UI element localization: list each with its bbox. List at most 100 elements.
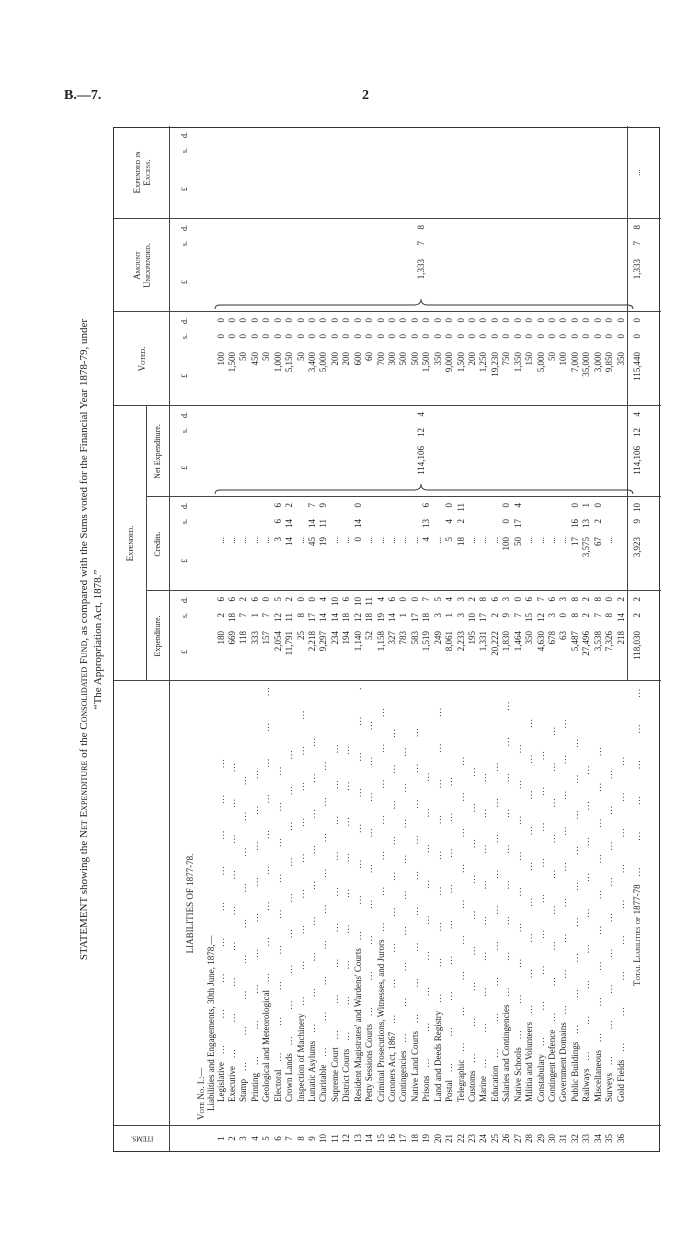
item-label: Criminal Prosecutions, Witnesses, and Ju… bbox=[375, 939, 386, 1102]
header-amount-unexpended: Amount Unexpended. bbox=[131, 243, 152, 288]
item-number: 36 bbox=[615, 1134, 626, 1143]
voted-value-pence: 0 bbox=[512, 318, 523, 323]
voted-value-pence: 0 bbox=[581, 318, 592, 323]
expenditure-value-pence: 0 bbox=[512, 597, 523, 602]
currency-units: £ s. d. bbox=[180, 312, 191, 406]
unit-pence: d. bbox=[180, 318, 189, 324]
voted-value-pence: 0 bbox=[272, 318, 283, 323]
table-row: 24 Marine 1,331 17 8... 1,250 0 0 bbox=[478, 126, 489, 1151]
dot-leader bbox=[490, 686, 501, 1066]
expenditure-value: 2,054 12 5 bbox=[273, 591, 284, 681]
item-number: 8 bbox=[295, 1136, 306, 1141]
item-number: 16 bbox=[386, 1134, 397, 1143]
expenditure-value-shillings: 11 bbox=[284, 613, 295, 622]
item-label: Petty Sessions Courts bbox=[364, 1023, 375, 1102]
credits-value-pence: 0 bbox=[592, 503, 603, 508]
expenditure-value-pence: 6 bbox=[489, 597, 500, 602]
statement-table: ITEMS. Expended. Expenditure. Credits. N… bbox=[113, 126, 661, 1152]
item-number: 10 bbox=[318, 1134, 329, 1143]
expenditure-value-pounds: 2,233 bbox=[455, 631, 466, 652]
credits-value-shillings bbox=[410, 519, 421, 537]
table-row: 10 Charitable 9,297 14 4 19 11 9 5,000 0 0 bbox=[318, 126, 329, 1151]
item-number: 28 bbox=[524, 1134, 535, 1143]
total-amount-unexpended-pounds: 1,333 bbox=[632, 259, 642, 280]
voted-value-pounds: 5,000 bbox=[318, 352, 329, 373]
credits-value-pence bbox=[433, 497, 444, 519]
item-description: Prisons bbox=[421, 686, 432, 1126]
item-number: 9 bbox=[306, 1136, 317, 1141]
voted-value: 600 0 0 bbox=[353, 312, 364, 406]
credits-value-shillings bbox=[604, 519, 615, 537]
voted-value-shillings: 0 bbox=[421, 334, 432, 339]
expenditure-value-shillings: 14 bbox=[615, 613, 626, 622]
voted-value-shillings: 0 bbox=[261, 334, 272, 339]
credits-value-pence: 11 bbox=[455, 503, 466, 512]
voted-value: 50 0 0 bbox=[238, 312, 249, 406]
dot-leader bbox=[410, 686, 421, 1031]
credits-value: 45 14 7 bbox=[307, 497, 318, 591]
voted-value-pence: 0 bbox=[398, 318, 409, 323]
voted-value: 50 0 0 bbox=[261, 312, 272, 406]
voted-value-pounds: 300 bbox=[386, 352, 397, 366]
voted-value: 500 0 0 bbox=[410, 312, 421, 406]
voted-value-shillings: 0 bbox=[546, 334, 557, 339]
currency-units: £ s. d. bbox=[180, 219, 191, 312]
unit-pounds: £ bbox=[180, 280, 189, 285]
credits-value-pounds: ... bbox=[409, 537, 420, 544]
voted-value-pence: 0 bbox=[524, 318, 535, 323]
credits-value-pence bbox=[547, 497, 558, 519]
dot-leader bbox=[261, 686, 272, 990]
credits-value: 4 13 6 bbox=[421, 497, 432, 591]
item-description: Electoral bbox=[273, 686, 284, 1126]
voted-value: 500 0 0 bbox=[398, 312, 409, 406]
item-label: Charitable bbox=[318, 1064, 329, 1103]
table-row: 27 Native Schools 1,464 7 0 50 17 4 1,350 0 0 bbox=[513, 126, 524, 1151]
item-description: Coroners Act, 1867 bbox=[387, 686, 398, 1126]
credits-value: ... bbox=[216, 497, 227, 591]
expenditure-value-pounds: 583 bbox=[409, 631, 420, 645]
total-voted-pence: 0 bbox=[632, 318, 642, 323]
credits-value-pence: 6 bbox=[272, 503, 283, 508]
item-label: Government Domains bbox=[558, 1022, 569, 1102]
expenditure-value: 118 7 2 bbox=[238, 591, 249, 681]
voted-value-pence: 0 bbox=[409, 318, 420, 323]
expenditure-value-pence: 7 bbox=[421, 597, 432, 602]
credits-value: ... bbox=[490, 497, 501, 591]
table-row: 20 Land and Deeds Registry 249 3 5... 350 0 0 bbox=[433, 126, 444, 1151]
credits-value-shillings bbox=[364, 519, 375, 537]
credits-value-pence bbox=[341, 497, 352, 519]
header-expended: Expended. bbox=[125, 525, 135, 562]
voted-value-pounds: 7,000 bbox=[569, 352, 580, 373]
credits-value-pence bbox=[478, 497, 489, 519]
table-row: 21 Postal 8,061 1 4 5 4 0 9,000 0 0 bbox=[444, 126, 455, 1151]
voted-value-shillings: 0 bbox=[284, 334, 295, 339]
table-row: 2 Executive 669 18 6... 1,500 0 0 bbox=[227, 126, 238, 1151]
total-net-expenditure: 114,106 12 4 bbox=[632, 406, 643, 497]
voted-value: 7,000 0 0 bbox=[570, 312, 581, 406]
credits-value-pounds: 4 bbox=[421, 537, 432, 542]
item-description: Railways bbox=[581, 686, 592, 1126]
credits-value-shillings bbox=[536, 519, 547, 537]
voted-value: 60 0 0 bbox=[364, 312, 375, 406]
item-number: 33 bbox=[581, 1134, 592, 1143]
item-label: Public Buildings bbox=[569, 1041, 580, 1102]
expenditure-value-pounds: 11,791 bbox=[284, 631, 295, 656]
total-expenditure: 118,030 2 2 bbox=[632, 591, 643, 681]
voted-value-shillings: 0 bbox=[318, 334, 329, 339]
voted-value: 1,500 0 0 bbox=[227, 312, 238, 406]
credits-value-pence: 6 bbox=[421, 503, 432, 508]
credits-value: ... bbox=[398, 497, 409, 591]
credits-value-shillings bbox=[216, 519, 227, 537]
item-label: Resident Magistrates' and Wardens' Court… bbox=[352, 948, 363, 1102]
currency-units: £ s. d. bbox=[180, 497, 191, 591]
expenditure-value: 27,496 2 2 bbox=[581, 591, 592, 681]
expenditure-value-pence: 10 bbox=[352, 597, 363, 606]
item-number: 18 bbox=[409, 1134, 420, 1143]
expenditure-value: 20,222 2 6 bbox=[490, 591, 501, 681]
voted-value-pence: 0 bbox=[432, 318, 443, 323]
voted-value-pounds: 1,250 bbox=[478, 352, 489, 373]
voted-value: 300 0 0 bbox=[387, 312, 398, 406]
credits-value: ... bbox=[478, 497, 489, 591]
voted-value-shillings: 0 bbox=[444, 334, 455, 339]
voted-value-pounds: 450 bbox=[249, 352, 260, 366]
